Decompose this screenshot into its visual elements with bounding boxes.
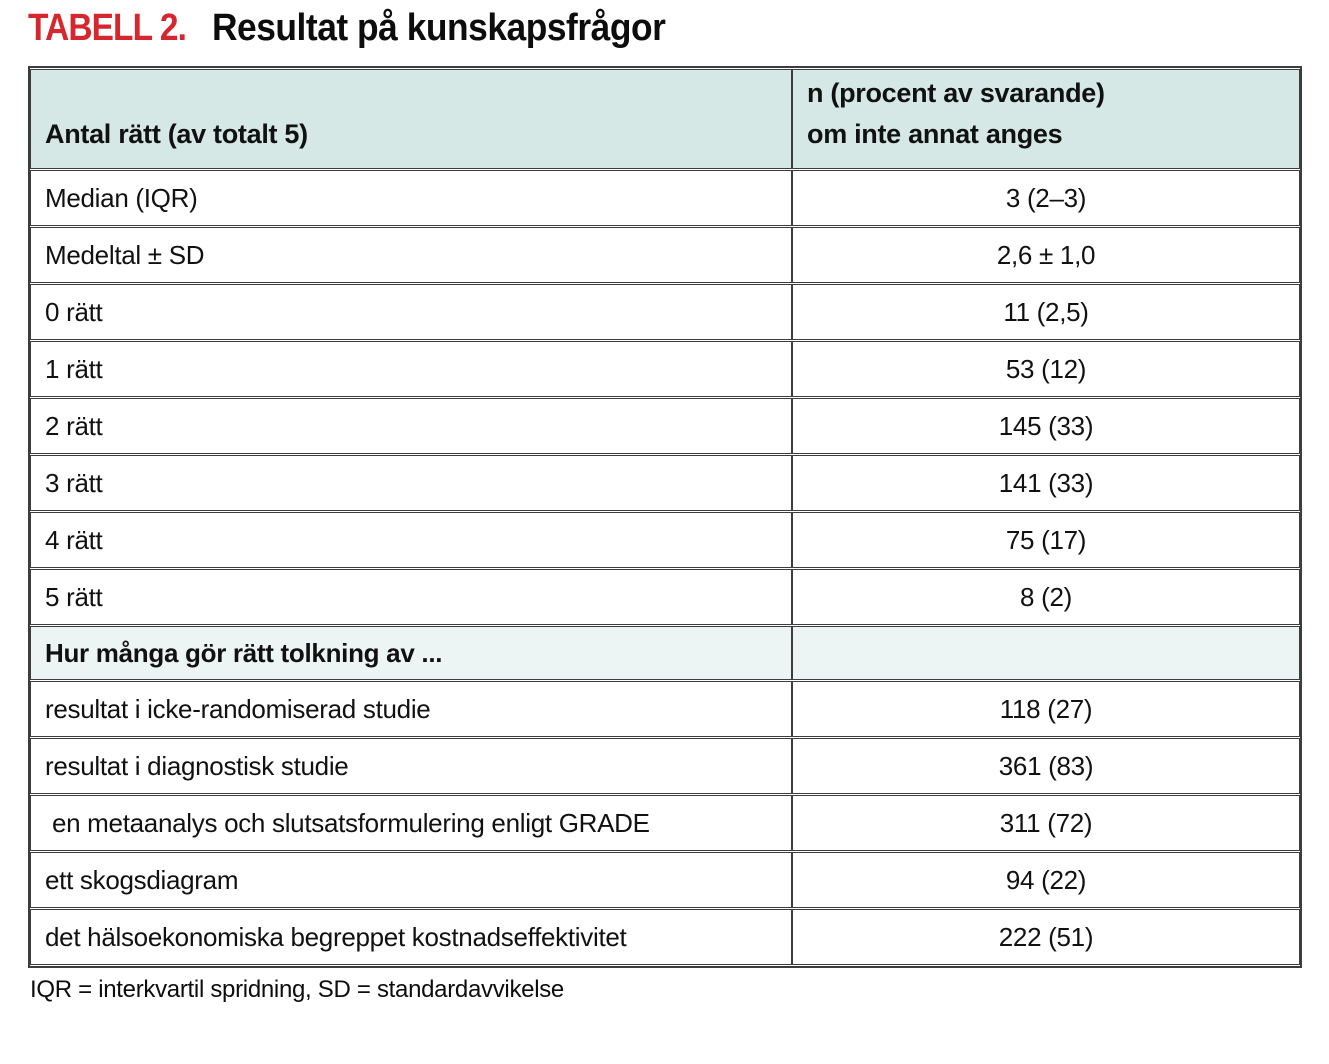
row-value: 94 (22) <box>792 852 1300 908</box>
table-row: 5 rätt 8 (2) <box>30 569 1300 625</box>
table-row: Medeltal ± SD 2,6 ± 1,0 <box>30 227 1300 283</box>
row-label: en metaanalys och slutsatsformulering en… <box>30 795 792 851</box>
results-table: Antal rätt (av totalt 5) n (procent av s… <box>28 66 1302 968</box>
row-value: 145 (33) <box>792 398 1300 454</box>
table-row: 2 rätt 145 (33) <box>30 398 1300 454</box>
table-row: resultat i icke-randomiserad studie 118 (… <box>30 681 1300 737</box>
row-value: 8 (2) <box>792 569 1300 625</box>
row-label: 2 rätt <box>30 398 792 454</box>
row-label: resultat i diagnostisk studie <box>30 738 792 794</box>
row-value: 3 (2–3) <box>792 170 1300 226</box>
table-row: resultat i diagnostisk studie 361 (83) <box>30 738 1300 794</box>
row-value: 75 (17) <box>792 512 1300 568</box>
row-label: ett skogsdiagram <box>30 852 792 908</box>
row-value: 141 (33) <box>792 455 1300 511</box>
row-value: 11 (2,5) <box>792 284 1300 340</box>
row-label: Median (IQR) <box>30 170 792 226</box>
table-row: en metaanalys och slutsatsformulering en… <box>30 795 1300 851</box>
table-row: 3 rätt 141 (33) <box>30 455 1300 511</box>
row-label: 0 rätt <box>30 284 792 340</box>
row-value: 222 (51) <box>792 909 1300 965</box>
table-row: ett skogsdiagram 94 (22) <box>30 852 1300 908</box>
row-label: det hälsoekonomiska begreppet kostnadsef… <box>30 909 792 965</box>
row-label: 5 rätt <box>30 569 792 625</box>
row-value: 361 (83) <box>792 738 1300 794</box>
table-footnote: IQR = interkvartil spridning, SD = stand… <box>30 976 564 1003</box>
row-value: 53 (12) <box>792 341 1300 397</box>
row-label: 1 rätt <box>30 341 792 397</box>
row-label: Hur många gör rätt tolkning av ... <box>30 626 792 680</box>
table-row: 1 rätt 53 (12) <box>30 341 1300 397</box>
row-value: 2,6 ± 1,0 <box>792 227 1300 283</box>
section-header-row: Hur många gör rätt tolkning av ... <box>30 626 1300 680</box>
table-row: Median (IQR) 3 (2–3) <box>30 170 1300 226</box>
table-row: 0 rätt 11 (2,5) <box>30 284 1300 340</box>
table-row: 4 rätt 75 (17) <box>30 512 1300 568</box>
row-value <box>792 626 1300 680</box>
column-header-antal-ratt: Antal rätt (av totalt 5) <box>30 69 792 169</box>
row-label: Medeltal ± SD <box>30 227 792 283</box>
row-value: 118 (27) <box>792 681 1300 737</box>
row-label: 3 rätt <box>30 455 792 511</box>
table-title: TABELL 2. Resultat på kunskapsfrågor <box>28 6 1329 50</box>
row-value: 311 (72) <box>792 795 1300 851</box>
table-title-text: Resultat på kunskapsfrågor <box>211 7 666 49</box>
header-row: Antal rätt (av totalt 5) n (procent av s… <box>30 69 1300 169</box>
table-number-label: TABELL 2. <box>28 7 187 49</box>
table-row: det hälsoekonomiska begreppet kostnadsef… <box>30 909 1300 965</box>
row-label: resultat i icke-randomiserad studie <box>30 681 792 737</box>
row-label: 4 rätt <box>30 512 792 568</box>
column-header-n-procent: n (procent av svarande) om inte annat an… <box>792 69 1300 169</box>
table-body: Median (IQR) 3 (2–3) Medeltal ± SD 2,6 ± 1,… <box>30 170 1300 965</box>
